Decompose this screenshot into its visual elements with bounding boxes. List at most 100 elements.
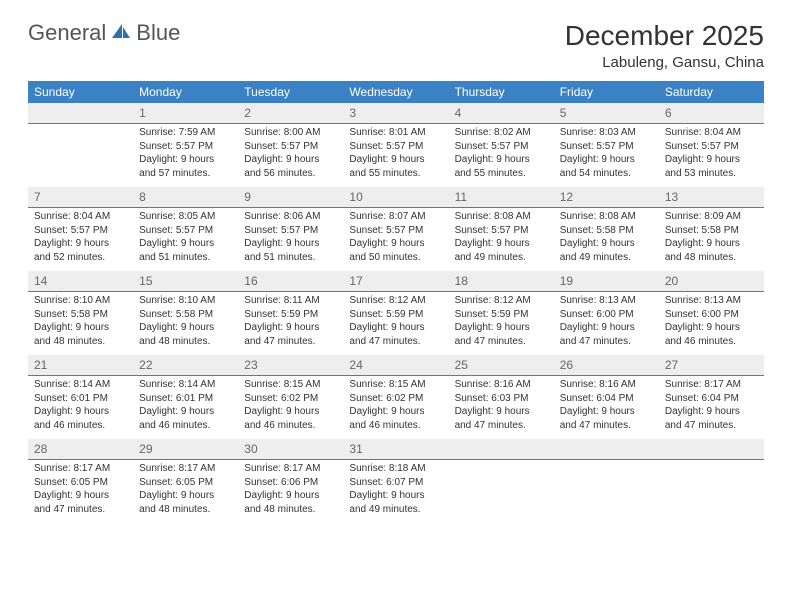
title-block: December 2025 Labuleng, Gansu, China: [565, 20, 764, 71]
calendar-cell: 13Sunrise: 8:09 AMSunset: 5:58 PMDayligh…: [659, 187, 764, 271]
daylight-text: Daylight: 9 hours and 49 minutes.: [455, 237, 548, 264]
sunrise-text: Sunrise: 8:03 AM: [560, 126, 653, 140]
daylight-text: Daylight: 9 hours and 48 minutes.: [665, 237, 758, 264]
sunrise-text: Sunrise: 8:18 AM: [349, 462, 442, 476]
day-details: Sunrise: 8:14 AMSunset: 6:01 PMDaylight:…: [28, 376, 133, 436]
day-details: Sunrise: 8:10 AMSunset: 5:58 PMDaylight:…: [28, 292, 133, 352]
day-details: Sunrise: 8:12 AMSunset: 5:59 PMDaylight:…: [449, 292, 554, 352]
calendar-cell: 7Sunrise: 8:04 AMSunset: 5:57 PMDaylight…: [28, 187, 133, 271]
daylight-text: Daylight: 9 hours and 48 minutes.: [34, 321, 127, 348]
calendar-cell: 20Sunrise: 8:13 AMSunset: 6:00 PMDayligh…: [659, 271, 764, 355]
day-number-bar: 8: [133, 187, 238, 208]
day-details: Sunrise: 8:13 AMSunset: 6:00 PMDaylight:…: [659, 292, 764, 352]
sunset-text: Sunset: 6:04 PM: [665, 392, 758, 406]
sunrise-text: Sunrise: 8:12 AM: [455, 294, 548, 308]
sunset-text: Sunset: 6:07 PM: [349, 476, 442, 490]
sunset-text: Sunset: 5:57 PM: [349, 140, 442, 154]
day-number: 9: [238, 187, 343, 207]
calendar-cell: 25Sunrise: 8:16 AMSunset: 6:03 PMDayligh…: [449, 355, 554, 439]
sunrise-text: Sunrise: 8:15 AM: [244, 378, 337, 392]
calendar-cell: [554, 439, 659, 523]
daylight-text: Daylight: 9 hours and 47 minutes.: [34, 489, 127, 516]
calendar-cell: 2Sunrise: 8:00 AMSunset: 5:57 PMDaylight…: [238, 103, 343, 187]
header: General Blue December 2025 Labuleng, Gan…: [28, 20, 764, 71]
day-details: Sunrise: 8:09 AMSunset: 5:58 PMDaylight:…: [659, 208, 764, 268]
sunrise-text: Sunrise: 8:08 AM: [455, 210, 548, 224]
day-number-bar: 10: [343, 187, 448, 208]
sunset-text: Sunset: 6:06 PM: [244, 476, 337, 490]
brand-word-2: Blue: [136, 20, 180, 46]
sunset-text: Sunset: 6:02 PM: [349, 392, 442, 406]
day-number-bar: 17: [343, 271, 448, 292]
day-number: 13: [659, 187, 764, 207]
sunset-text: Sunset: 5:57 PM: [34, 224, 127, 238]
daylight-text: Daylight: 9 hours and 55 minutes.: [455, 153, 548, 180]
day-number-bar: 20: [659, 271, 764, 292]
day-number: 25: [449, 355, 554, 375]
sunset-text: Sunset: 6:01 PM: [34, 392, 127, 406]
day-number-bar: 30: [238, 439, 343, 460]
day-number: 3: [343, 103, 448, 123]
daylight-text: Daylight: 9 hours and 47 minutes.: [455, 405, 548, 432]
day-details: [554, 460, 659, 466]
day-details: Sunrise: 8:17 AMSunset: 6:04 PMDaylight:…: [659, 376, 764, 436]
day-number-bar: 12: [554, 187, 659, 208]
day-number-bar: 18: [449, 271, 554, 292]
day-number-bar: 1: [133, 103, 238, 124]
day-details: Sunrise: 8:01 AMSunset: 5:57 PMDaylight:…: [343, 124, 448, 184]
day-details: Sunrise: 7:59 AMSunset: 5:57 PMDaylight:…: [133, 124, 238, 184]
daylight-text: Daylight: 9 hours and 49 minutes.: [349, 489, 442, 516]
sunrise-text: Sunrise: 8:17 AM: [139, 462, 232, 476]
sunset-text: Sunset: 5:58 PM: [139, 308, 232, 322]
calendar-cell: 24Sunrise: 8:15 AMSunset: 6:02 PMDayligh…: [343, 355, 448, 439]
brand-logo: General Blue: [28, 20, 180, 46]
sunrise-text: Sunrise: 8:00 AM: [244, 126, 337, 140]
day-number-bar: 26: [554, 355, 659, 376]
daylight-text: Daylight: 9 hours and 47 minutes.: [560, 405, 653, 432]
sunrise-text: Sunrise: 8:10 AM: [34, 294, 127, 308]
sunset-text: Sunset: 6:01 PM: [139, 392, 232, 406]
sunrise-text: Sunrise: 8:14 AM: [34, 378, 127, 392]
day-number: 29: [133, 439, 238, 459]
daylight-text: Daylight: 9 hours and 46 minutes.: [34, 405, 127, 432]
daylight-text: Daylight: 9 hours and 51 minutes.: [139, 237, 232, 264]
sunrise-text: Sunrise: 7:59 AM: [139, 126, 232, 140]
day-details: Sunrise: 8:11 AMSunset: 5:59 PMDaylight:…: [238, 292, 343, 352]
sunrise-text: Sunrise: 8:06 AM: [244, 210, 337, 224]
sunrise-text: Sunrise: 8:05 AM: [139, 210, 232, 224]
sail-icon: [110, 20, 132, 46]
calendar-cell: 31 Sunrise: 8:18 AMSunset: 6:07 PMDayligh…: [343, 439, 448, 523]
daylight-text: Daylight: 9 hours and 46 minutes.: [244, 405, 337, 432]
day-number-bar: 31: [343, 439, 448, 460]
day-details: Sunrise: 8:15 AMSunset: 6:02 PMDaylight:…: [343, 376, 448, 436]
sunset-text: Sunset: 6:00 PM: [560, 308, 653, 322]
daylight-text: Daylight: 9 hours and 46 minutes.: [665, 321, 758, 348]
day-number: 19: [554, 271, 659, 291]
day-details: Sunrise: 8:17 AMSunset: 6:06 PMDaylight:…: [238, 460, 343, 520]
day-number: 16: [238, 271, 343, 291]
sunset-text: Sunset: 6:03 PM: [455, 392, 548, 406]
calendar-cell: 4Sunrise: 8:02 AMSunset: 5:57 PMDaylight…: [449, 103, 554, 187]
calendar-cell: [659, 439, 764, 523]
calendar-cell: 28Sunrise: 8:17 AMSunset: 6:05 PMDayligh…: [28, 439, 133, 523]
daylight-text: Daylight: 9 hours and 47 minutes.: [560, 321, 653, 348]
brand-word-1: General: [28, 20, 106, 46]
day-details: Sunrise: 8:14 AMSunset: 6:01 PMDaylight:…: [133, 376, 238, 436]
sunrise-text: Sunrise: 8:08 AM: [560, 210, 653, 224]
sunset-text: Sunset: 6:05 PM: [34, 476, 127, 490]
day-number-bar: 21: [28, 355, 133, 376]
day-number: 4: [449, 103, 554, 123]
day-number: 24: [343, 355, 448, 375]
sunrise-text: Sunrise: 8:17 AM: [34, 462, 127, 476]
calendar-cell: 21Sunrise: 8:14 AMSunset: 6:01 PMDayligh…: [28, 355, 133, 439]
calendar-page: General Blue December 2025 Labuleng, Gan…: [0, 0, 792, 543]
day-details: [28, 124, 133, 130]
calendar-cell: 18Sunrise: 8:12 AMSunset: 5:59 PMDayligh…: [449, 271, 554, 355]
sunrise-text: Sunrise: 8:16 AM: [560, 378, 653, 392]
day-number: 22: [133, 355, 238, 375]
day-number-bar: 5: [554, 103, 659, 124]
sunset-text: Sunset: 5:57 PM: [455, 140, 548, 154]
sunset-text: Sunset: 5:59 PM: [455, 308, 548, 322]
calendar-cell: 30Sunrise: 8:17 AMSunset: 6:06 PMDayligh…: [238, 439, 343, 523]
day-details: Sunrise: 8:17 AMSunset: 6:05 PMDaylight:…: [28, 460, 133, 520]
